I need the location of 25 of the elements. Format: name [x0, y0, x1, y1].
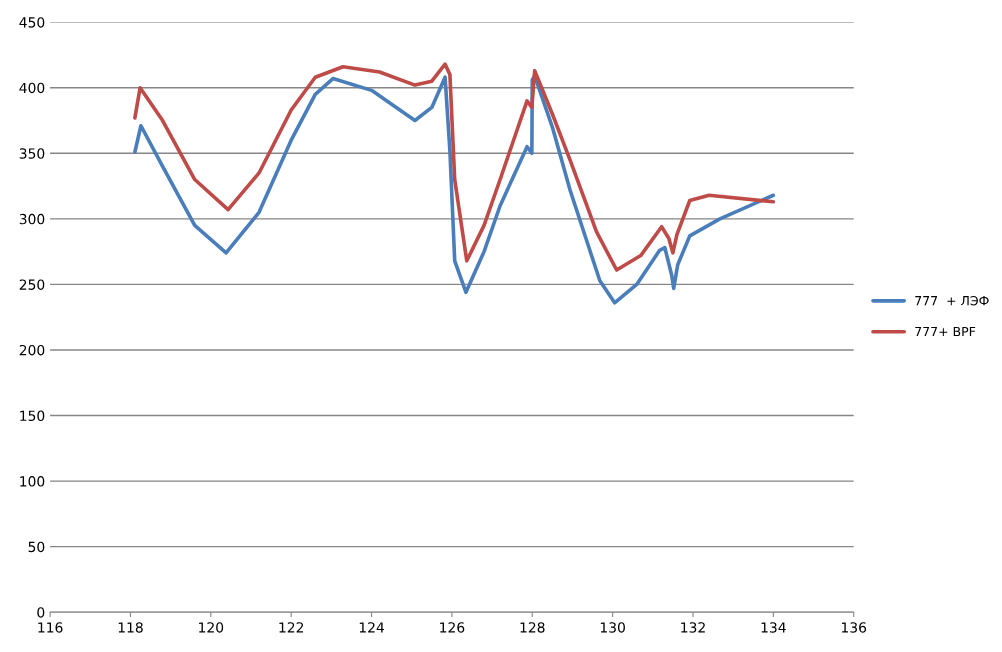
y-tick-label: 400 [19, 82, 45, 94]
y-tick-label: 250 [19, 279, 45, 290]
x-tick-label: 128 [520, 622, 545, 633]
x-tick-label: 116 [38, 622, 63, 633]
y-tick-label: 350 [19, 148, 45, 159]
legend-label: 777+ BPF [915, 326, 976, 337]
y-tick-label: 0 [37, 607, 45, 618]
x-tick-label: 132 [681, 622, 705, 633]
y-tick-label: 150 [20, 410, 45, 422]
line-series [133, 74, 776, 305]
x-tick-label: 122 [279, 622, 304, 633]
x-tick-label: 136 [841, 622, 867, 633]
x-tick-label: 126 [440, 622, 465, 633]
x-tick-label: 120 [199, 622, 224, 633]
x-tick-label: 134 [761, 622, 786, 633]
line-series [133, 62, 776, 272]
x-tick-label: 124 [359, 622, 385, 633]
y-tick-label: 50 [28, 541, 45, 553]
y-tick-label: 300 [19, 213, 45, 225]
y-tick-label: 450 [19, 17, 45, 28]
y-tick-label: 100 [20, 476, 45, 487]
legend-label: 777 + ЛЭФ [915, 295, 989, 306]
y-tick-label: 200 [19, 344, 45, 356]
x-tick-label: 130 [600, 622, 625, 633]
x-tick-label: 118 [118, 622, 143, 633]
